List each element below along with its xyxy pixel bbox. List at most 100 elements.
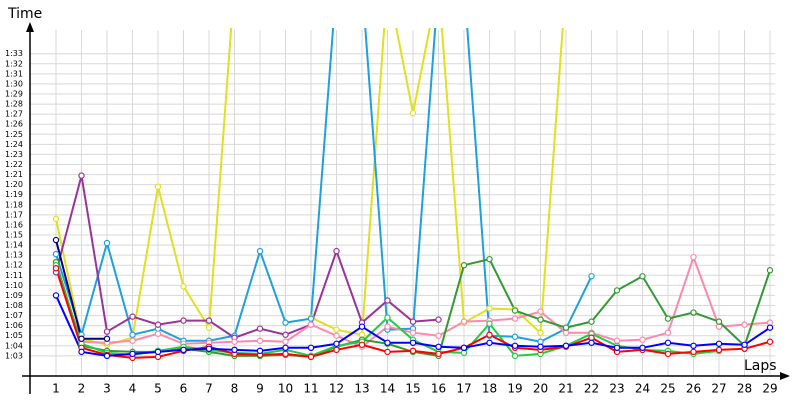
point bbox=[282, 338, 289, 345]
point bbox=[766, 267, 774, 274]
y-tick-label: 1:09 bbox=[5, 291, 23, 300]
point bbox=[690, 348, 697, 356]
series-line bbox=[55, 175, 439, 339]
point bbox=[690, 309, 697, 316]
point bbox=[537, 329, 544, 336]
y-tick-label: 1:03 bbox=[5, 351, 23, 360]
y-axis-title: Time bbox=[7, 6, 42, 22]
point bbox=[537, 343, 544, 350]
point bbox=[180, 317, 187, 324]
point bbox=[664, 350, 672, 358]
x-tick-label: 9 bbox=[256, 382, 264, 396]
point bbox=[715, 346, 723, 354]
point bbox=[282, 344, 289, 351]
point bbox=[333, 340, 340, 347]
x-tick-label: 26 bbox=[686, 382, 701, 396]
point bbox=[460, 262, 468, 269]
y-tick-label: 1:07 bbox=[5, 311, 23, 320]
x-tick-label: 8 bbox=[231, 382, 239, 396]
y-tick-label: 1:27 bbox=[5, 110, 23, 119]
x-tick-label: 15 bbox=[405, 382, 420, 396]
y-tick-label: 1:08 bbox=[5, 301, 23, 310]
x-tick-label: 23 bbox=[609, 382, 624, 396]
point bbox=[409, 109, 417, 117]
point bbox=[613, 344, 621, 351]
point bbox=[460, 349, 468, 357]
y-tick-label: 1:05 bbox=[5, 331, 23, 340]
point bbox=[639, 336, 646, 343]
point bbox=[205, 324, 213, 331]
point bbox=[358, 331, 366, 338]
point bbox=[409, 347, 417, 355]
point bbox=[511, 315, 519, 322]
y-tick-label: 1:20 bbox=[5, 180, 23, 189]
point bbox=[154, 353, 162, 361]
y-axis-arrow bbox=[26, 22, 34, 32]
y-tick-label: 1:18 bbox=[5, 200, 23, 209]
x-tick-label: 2 bbox=[78, 382, 86, 396]
y-tick-label: 1:19 bbox=[5, 190, 23, 199]
point bbox=[231, 346, 238, 354]
point bbox=[103, 239, 111, 247]
y-tick-label: 1:28 bbox=[5, 100, 23, 109]
point bbox=[588, 273, 595, 280]
point bbox=[180, 283, 187, 290]
plot-area bbox=[52, 28, 774, 362]
x-tick-label: 11 bbox=[303, 382, 318, 396]
point bbox=[103, 335, 111, 342]
point bbox=[52, 236, 60, 244]
point bbox=[486, 305, 493, 312]
point bbox=[766, 319, 774, 326]
y-tick-label: 1:14 bbox=[5, 241, 23, 250]
y-tick-label: 1:11 bbox=[5, 271, 23, 280]
y-tick-label: 1:23 bbox=[5, 150, 23, 159]
y-tick-label: 1:24 bbox=[5, 140, 23, 149]
point bbox=[307, 344, 315, 351]
x-tick-label: 20 bbox=[533, 382, 548, 396]
point bbox=[588, 334, 595, 341]
y-tick-label: 1:29 bbox=[5, 90, 23, 99]
point bbox=[511, 333, 519, 340]
point bbox=[409, 329, 417, 336]
x-tick-label: 28 bbox=[737, 382, 752, 396]
y-tick-label: 1:13 bbox=[5, 251, 23, 260]
x-tick-label: 25 bbox=[660, 382, 675, 396]
x-tick-label: 4 bbox=[129, 382, 137, 396]
y-tick-label: 1:17 bbox=[5, 210, 23, 219]
x-tick-label: 3 bbox=[103, 382, 111, 396]
point bbox=[154, 183, 162, 190]
point bbox=[766, 338, 774, 345]
point bbox=[613, 287, 621, 294]
point bbox=[103, 352, 111, 360]
x-tick-label: 10 bbox=[278, 382, 293, 396]
point bbox=[256, 247, 264, 255]
point bbox=[741, 321, 748, 328]
point bbox=[358, 341, 366, 348]
point bbox=[282, 350, 289, 358]
point bbox=[333, 346, 340, 354]
point bbox=[52, 265, 60, 272]
y-tick-label: 1:15 bbox=[5, 231, 23, 240]
series-line bbox=[55, 28, 593, 343]
point bbox=[358, 323, 366, 330]
x-tick-label: 14 bbox=[380, 382, 395, 396]
y-tick-label: 1:06 bbox=[5, 321, 23, 330]
point bbox=[409, 339, 417, 346]
point bbox=[333, 332, 340, 339]
point bbox=[435, 332, 442, 339]
x-tick-label: 7 bbox=[205, 382, 213, 396]
x-tick-label: 5 bbox=[154, 382, 162, 396]
x-tick-label: 19 bbox=[507, 382, 522, 396]
x-tick-label: 12 bbox=[329, 382, 344, 396]
y-tick-label: 1:30 bbox=[5, 79, 23, 88]
point bbox=[486, 331, 493, 338]
y-tick-label: 1:25 bbox=[5, 130, 23, 139]
point bbox=[511, 352, 519, 360]
point bbox=[766, 324, 774, 331]
point bbox=[715, 323, 723, 330]
x-tick-label: 21 bbox=[558, 382, 573, 396]
point bbox=[639, 273, 646, 280]
x-tick-label: 22 bbox=[584, 382, 599, 396]
point bbox=[307, 353, 315, 361]
